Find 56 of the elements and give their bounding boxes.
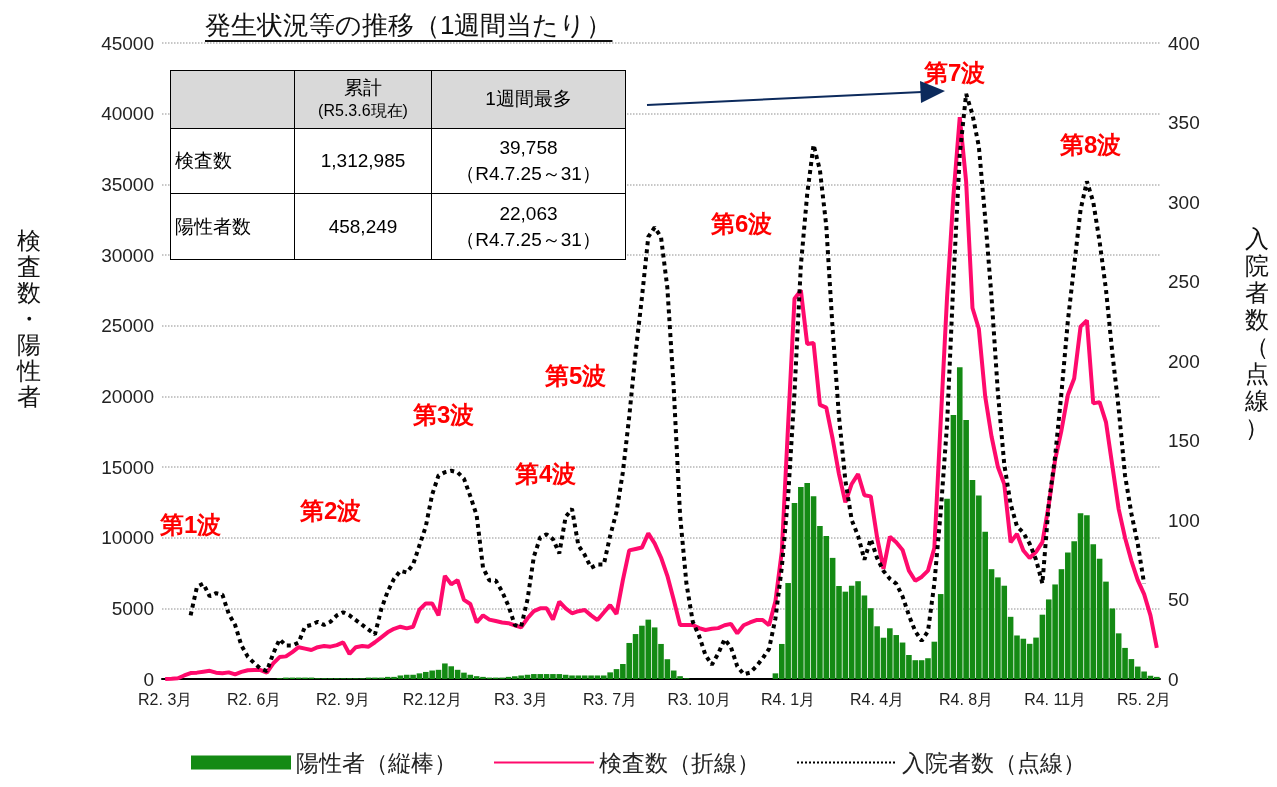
chart-title: 発生状況等の推移（1週間当たり） bbox=[205, 9, 613, 42]
legend-label: 検査数（折線） bbox=[599, 749, 760, 776]
annotation: 第8波 bbox=[1060, 130, 1122, 160]
x-tick-label: R2. 9月 bbox=[316, 690, 371, 708]
y2-tick-label: 250 bbox=[1168, 271, 1200, 292]
y2-tick-label: 50 bbox=[1168, 589, 1190, 610]
annotation: 22,063 bbox=[499, 202, 558, 224]
y2-tick-label: 150 bbox=[1168, 430, 1200, 451]
annotation: 第1波 bbox=[160, 510, 222, 540]
annotation: (R5.3.6現在) bbox=[318, 101, 408, 119]
y2-tick-label: 300 bbox=[1168, 191, 1200, 213]
x-tick-label: R5. 2月 bbox=[1116, 690, 1172, 708]
legend-label: 入院者数（点線） bbox=[902, 749, 1086, 776]
annotation: 第4波 bbox=[515, 459, 577, 489]
y-tick-label: 0 bbox=[143, 668, 154, 690]
annotation: 検査数 bbox=[170, 128, 295, 194]
x-tick-label: R4. 1月 bbox=[761, 690, 816, 708]
annotation: 1週間最多 bbox=[431, 70, 626, 129]
x-tick-label: R2. 3月 bbox=[138, 690, 193, 708]
x-tick-label: R3. 10月 bbox=[667, 690, 731, 708]
x-tick-label: R4. 4月 bbox=[850, 690, 905, 708]
annotation: 39,758 bbox=[499, 136, 558, 158]
y-tick-label: 5000 bbox=[111, 597, 154, 619]
x-tick-label: R3. 3月 bbox=[494, 690, 549, 708]
y2-tick-label: 350 bbox=[1168, 112, 1200, 133]
annotation: （R4.7.25～31） bbox=[456, 228, 601, 250]
y-tick-label: 25000 bbox=[101, 315, 154, 337]
annotation: 累計 bbox=[344, 76, 382, 98]
legend-label: 陽性者（縦棒） bbox=[296, 749, 457, 776]
y2-axis-title: 入院者数（点線） bbox=[1245, 225, 1269, 441]
x-tick-label: R2.12月 bbox=[402, 690, 462, 708]
y-tick-label: 20000 bbox=[101, 385, 154, 407]
y2-tick-label: 0 bbox=[1168, 668, 1179, 690]
y-tick-label: 15000 bbox=[101, 456, 154, 478]
y-tick-label: 40000 bbox=[101, 103, 154, 125]
annotation: （R4.7.25～31） bbox=[456, 162, 601, 184]
y2-tick-label: 400 bbox=[1168, 32, 1200, 54]
annotation: 陽性者数 bbox=[170, 193, 295, 260]
y2-tick-label: 100 bbox=[1168, 509, 1200, 531]
x-tick-label: R4. 11月 bbox=[1024, 690, 1087, 708]
y-axis-title: 検査数・陽性者 bbox=[17, 227, 41, 410]
annotation: 1,312,985 bbox=[294, 128, 432, 194]
annotation: 第6波 bbox=[711, 209, 773, 239]
x-tick-label: R3. 7月 bbox=[583, 690, 638, 708]
y-tick-label: 35000 bbox=[101, 173, 154, 195]
annotation: 458,249 bbox=[294, 193, 432, 260]
y-tick-label: 10000 bbox=[101, 527, 154, 549]
y-tick-label: 45000 bbox=[101, 32, 154, 54]
x-tick-label: R2. 6月 bbox=[227, 690, 282, 708]
x-tick-label: R4. 8月 bbox=[939, 690, 994, 708]
annotation: 第2波 bbox=[300, 496, 362, 526]
annotation: 第7波 bbox=[924, 58, 986, 88]
y-tick-label: 30000 bbox=[101, 244, 154, 266]
annotation: 第3波 bbox=[413, 400, 475, 430]
y2-tick-label: 200 bbox=[1168, 350, 1200, 372]
annotation: 第5波 bbox=[545, 361, 607, 391]
